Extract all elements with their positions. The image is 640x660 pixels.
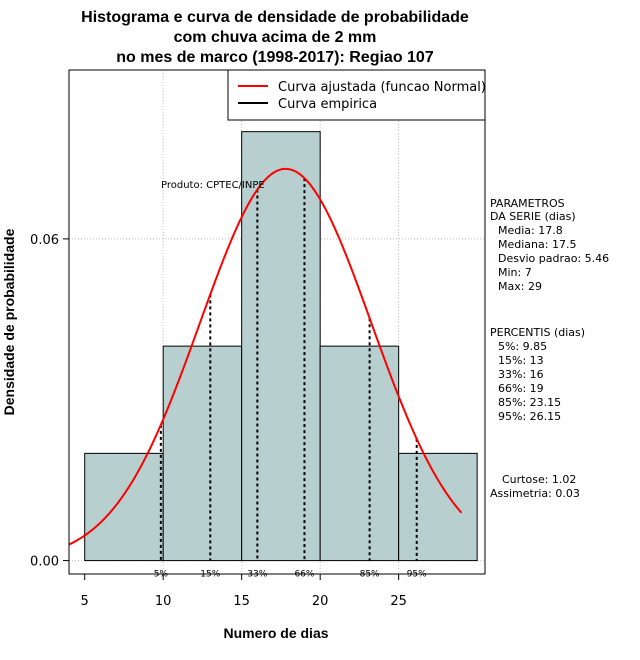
y-tick-label: 0.00 <box>30 555 59 570</box>
fitted-curve-line <box>68 167 463 546</box>
stats-line: Assimetria: 0.03 <box>490 487 580 500</box>
y-axis: 0.00 0.06 <box>30 233 69 570</box>
histogram-bar <box>84 452 164 562</box>
percentis-line: 5%: 9.85 <box>498 340 547 353</box>
fitted-curve <box>68 167 463 546</box>
percentis-line: 95%: 26.15 <box>498 410 561 423</box>
histogram-bar <box>319 345 400 562</box>
params-panel: PARAMETROS DA SERIE (dias) Media: 17.8 M… <box>490 197 609 293</box>
legend-box <box>227 69 486 121</box>
params-line: Max: 29 <box>498 280 542 293</box>
percentis-line: 66%: 19 <box>498 382 544 395</box>
percentile-label: 15% <box>200 570 220 580</box>
chart-title: Histograma e curva de densidade de proba… <box>81 9 469 66</box>
histogram-bars <box>84 131 478 562</box>
params-line: Min: 7 <box>498 266 532 279</box>
y-axis-title: Densidade de probabilidade <box>1 228 17 415</box>
x-tick-label: 10 <box>155 594 172 609</box>
x-axis: 5 10 15 20 25 <box>81 574 407 609</box>
params-line: PARAMETROS <box>490 197 565 210</box>
legend-fit-label: Curva ajustada (funcao Normal) <box>278 80 486 95</box>
legend-empirical-label: Curva empirica <box>278 97 377 112</box>
histogram-bar <box>241 131 321 562</box>
x-tick-label: 5 <box>81 594 89 609</box>
x-axis-title: Numero de dias <box>223 625 328 641</box>
percentile-label: 85% <box>360 570 380 580</box>
percentile-label: 5% <box>154 570 169 580</box>
y-tick-label: 0.06 <box>30 233 59 248</box>
x-tick-label: 20 <box>312 594 329 609</box>
params-line: Media: 17.8 <box>498 224 563 237</box>
product-annotation: Produto: CPTEC/INPE <box>161 180 265 191</box>
percentile-lines <box>159 178 418 561</box>
histogram-bar <box>398 452 478 562</box>
x-tick-label: 15 <box>233 594 250 609</box>
percentis-panel: PERCENTIS (dias) 5%: 9.85 15%: 13 33%: 1… <box>490 326 585 423</box>
params-line: Mediana: 17.5 <box>498 238 576 251</box>
percentis-line: PERCENTIS (dias) <box>490 326 585 339</box>
percentile-label: 95% <box>407 570 427 580</box>
percentis-line: 15%: 13 <box>498 354 544 367</box>
chart-title-line-1: Histograma e curva de densidade de proba… <box>81 9 469 26</box>
percentis-line: 33%: 16 <box>498 368 544 381</box>
percentile-labels: 5% 15% 33% 66% 85% 95% <box>154 570 427 580</box>
params-line: DA SERIE (dias) <box>490 210 576 223</box>
stats-panel: Curtose: 1.02 Assimetria: 0.03 <box>490 473 580 500</box>
percentis-line: 85%: 23.15 <box>498 396 561 409</box>
chart-title-line-3: no mes de marco (1998-2017): Regiao 107 <box>116 49 434 66</box>
percentile-label: 33% <box>247 570 267 580</box>
x-tick-label: 25 <box>390 594 407 609</box>
params-line: Desvio padrao: 5.46 <box>498 252 609 265</box>
histogram-bar <box>162 345 243 562</box>
percentile-label: 66% <box>294 570 314 580</box>
chart-title-line-2: com chuva acima de 2 mm <box>174 29 377 46</box>
stats-line: Curtose: 1.02 <box>502 473 576 486</box>
legend: Curva ajustada (funcao Normal) Curva emp… <box>227 69 486 121</box>
